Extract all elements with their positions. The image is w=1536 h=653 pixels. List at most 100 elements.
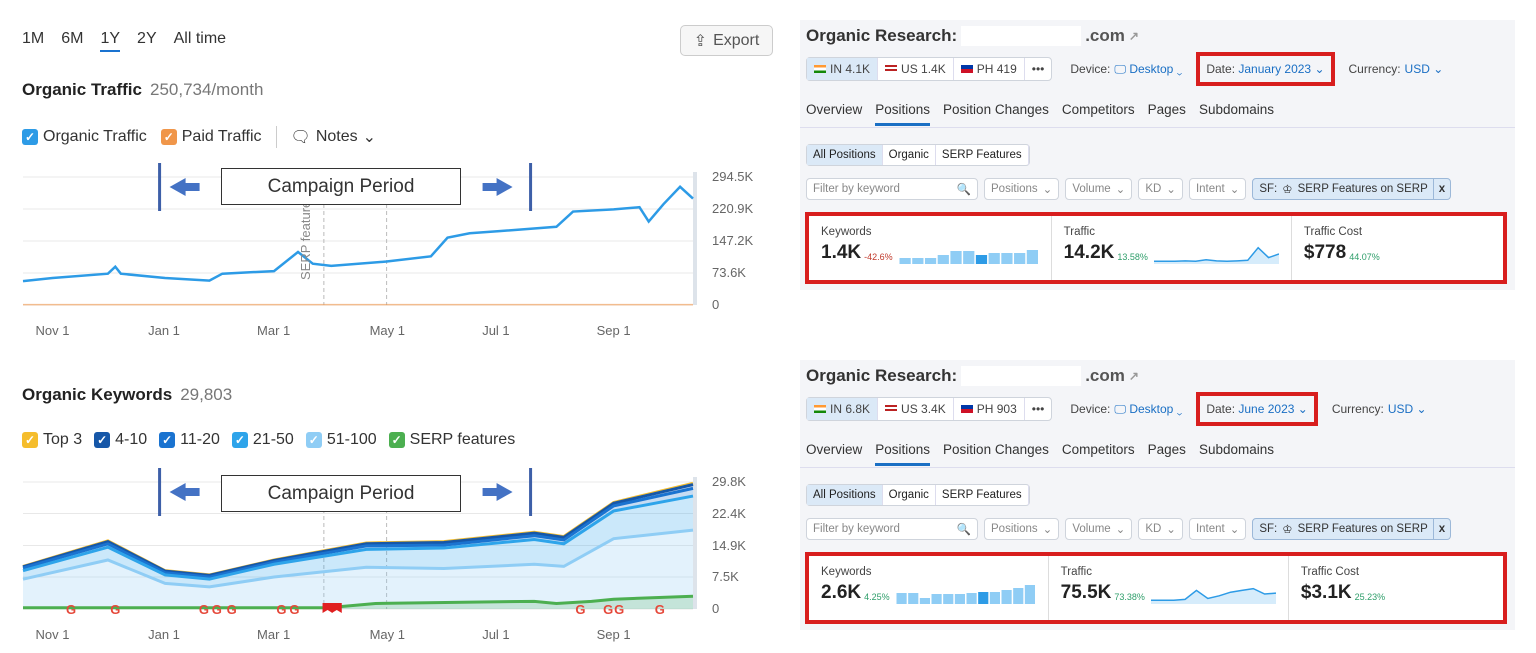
db-in[interactable]: IN 6.8K bbox=[807, 398, 879, 420]
legend-21-50[interactable]: ✓ 21-50 bbox=[231, 431, 294, 449]
area-serp-features bbox=[23, 596, 693, 609]
period-1y[interactable]: 1Y bbox=[100, 30, 121, 52]
tab-subdomains[interactable]: Subdomains bbox=[1198, 442, 1274, 457]
legend-serp-features[interactable]: ✓ SERP features bbox=[388, 431, 515, 449]
spark-bar bbox=[1026, 250, 1038, 264]
spark-bar bbox=[1013, 253, 1025, 264]
db-us[interactable]: US 1.4K bbox=[878, 58, 954, 80]
f0: Positions bbox=[991, 523, 1038, 535]
google-update-icon[interactable]: G bbox=[199, 602, 209, 617]
tab-subdomains[interactable]: Subdomains bbox=[1198, 102, 1274, 117]
date: June 2023 bbox=[1238, 402, 1295, 416]
note-flag-icon[interactable] bbox=[322, 603, 333, 613]
tab-overview[interactable]: Overview bbox=[806, 102, 863, 117]
device-dropdown[interactable]: 🖵 Desktop ⌄ bbox=[1114, 61, 1183, 76]
google-update-icon[interactable]: G bbox=[603, 602, 613, 617]
more-databases-button[interactable]: ••• bbox=[1031, 402, 1045, 416]
tab-position-changes[interactable]: Position Changes bbox=[943, 442, 1049, 457]
currency-dropdown[interactable]: USD ⌄ bbox=[1404, 62, 1444, 76]
spark-bar bbox=[919, 598, 930, 604]
device-dropdown[interactable]: 🖵 Desktop ⌄ bbox=[1114, 401, 1183, 416]
db-ph[interactable]: PH 903 bbox=[954, 398, 1025, 420]
position-tab-serp-features[interactable]: SERP Features bbox=[936, 485, 1029, 505]
notes-dropdown[interactable]: 🗨 Notes ⌄ bbox=[291, 127, 377, 147]
tab-competitors[interactable]: Competitors bbox=[1061, 442, 1135, 457]
filter-kd[interactable]: KD ⌄ bbox=[1138, 178, 1183, 200]
tab-overview[interactable]: Overview bbox=[806, 442, 863, 457]
tab-pages[interactable]: Pages bbox=[1147, 442, 1186, 457]
x-tick-label: Jan 1 bbox=[148, 323, 180, 338]
external-link-icon[interactable]: ↗ bbox=[1128, 369, 1139, 383]
spark-bar bbox=[937, 255, 949, 264]
position-tab-organic[interactable]: Organic bbox=[883, 485, 936, 505]
google-update-icon[interactable]: G bbox=[110, 602, 120, 617]
google-update-icon[interactable]: G bbox=[66, 602, 76, 617]
tab-competitors[interactable]: Competitors bbox=[1061, 102, 1135, 117]
legend-organic-traffic[interactable]: ✓ Organic Traffic bbox=[22, 128, 147, 146]
filter-volume[interactable]: Volume ⌄ bbox=[1065, 178, 1133, 200]
date-dropdown[interactable]: Date: June 2023 ⌄ bbox=[1196, 392, 1318, 426]
position-tab-all-positions[interactable]: All Positions bbox=[807, 145, 883, 165]
remove-filter-button[interactable]: x bbox=[1432, 519, 1450, 539]
date-dropdown[interactable]: Date: January 2023 ⌄ bbox=[1196, 52, 1335, 86]
more-databases-button[interactable]: ••• bbox=[1031, 62, 1045, 76]
google-update-icon[interactable]: G bbox=[575, 602, 585, 617]
tab-pages[interactable]: Pages bbox=[1147, 102, 1186, 117]
filter-positions[interactable]: Positions ⌄ bbox=[984, 518, 1060, 540]
db-in[interactable]: IN 4.1K bbox=[807, 58, 879, 80]
google-update-icon[interactable]: G bbox=[289, 602, 299, 617]
legend-paid-traffic[interactable]: ✓ Paid Traffic bbox=[160, 128, 262, 146]
legend-4-10[interactable]: ✓ 4-10 bbox=[94, 431, 147, 449]
legend-top3[interactable]: ✓ Top 3 bbox=[22, 431, 82, 449]
tab-position-changes[interactable]: Position Changes bbox=[943, 102, 1049, 117]
filter-kd[interactable]: KD ⌄ bbox=[1138, 518, 1183, 540]
position-tab-all-positions[interactable]: All Positions bbox=[807, 485, 883, 505]
period-1m[interactable]: 1M bbox=[22, 30, 45, 47]
sf-label: SF: bbox=[1259, 523, 1278, 535]
traffic-value: 250,734/month bbox=[149, 80, 264, 99]
tab-positions[interactable]: Positions bbox=[875, 102, 931, 126]
keyword-filter-input[interactable]: Filter by keyword 🔍 bbox=[806, 178, 978, 200]
google-update-icon[interactable]: G bbox=[655, 602, 665, 617]
country-database-selector: IN 6.8K US 3.4K PH 903 ••• bbox=[806, 397, 1053, 421]
google-update-icon[interactable]: G bbox=[276, 602, 286, 617]
metric-value-row: 14.2K 13.58% bbox=[1064, 242, 1279, 264]
legend-51-100[interactable]: ✓ 51-100 bbox=[305, 431, 377, 449]
db-ph[interactable]: PH 419 bbox=[954, 58, 1025, 80]
position-tab-serp-features[interactable]: SERP Features bbox=[936, 145, 1029, 165]
currency-dropdown[interactable]: USD ⌄ bbox=[1387, 402, 1427, 416]
period-all-time[interactable]: All time bbox=[173, 30, 227, 47]
serp-features-filter-chip[interactable]: SF: ♔ SERP Features on SERP x bbox=[1252, 178, 1452, 200]
db-us[interactable]: US 3.4K bbox=[878, 398, 954, 420]
filter-intent[interactable]: Intent ⌄ bbox=[1188, 518, 1247, 540]
period-6m[interactable]: 6M bbox=[61, 30, 84, 47]
spark-bar bbox=[977, 592, 989, 604]
filter-intent[interactable]: Intent ⌄ bbox=[1188, 178, 1247, 200]
google-update-icon[interactable]: G bbox=[614, 602, 624, 617]
spark-bar bbox=[924, 258, 936, 264]
filter-volume[interactable]: Volume ⌄ bbox=[1065, 518, 1133, 540]
position-type-tabs: All Positions Organic SERP Features bbox=[806, 484, 1030, 506]
serp-note-text: SERP features bbox=[298, 194, 313, 280]
legend-11-20[interactable]: ✓ 11-20 bbox=[159, 431, 220, 449]
metric-value-row: $3.1K 25.23% bbox=[1301, 582, 1491, 604]
flag-india-icon bbox=[814, 65, 826, 73]
metric-change: -42.6% bbox=[864, 252, 893, 262]
metric-traffic-cost: Traffic Cost $3.1K 25.23% bbox=[1289, 556, 1503, 620]
google-update-icon[interactable]: G bbox=[227, 602, 237, 617]
note-flag-icon[interactable] bbox=[331, 603, 342, 613]
position-tab-organic[interactable]: Organic bbox=[883, 145, 936, 165]
external-link-icon[interactable]: ↗ bbox=[1128, 29, 1139, 43]
google-update-icon[interactable]: G bbox=[212, 602, 222, 617]
serp-features-filter-chip[interactable]: SF: ♔ SERP Features on SERP x bbox=[1252, 518, 1452, 540]
export-button[interactable]: ⇪ Export bbox=[680, 25, 773, 56]
keyword-filter-input[interactable]: Filter by keyword 🔍 bbox=[806, 518, 978, 540]
filter-positions[interactable]: Positions ⌄ bbox=[984, 178, 1060, 200]
desktop-icon: 🖵 bbox=[1114, 401, 1126, 416]
period-2y[interactable]: 2Y bbox=[137, 30, 157, 47]
remove-filter-button[interactable]: x bbox=[1432, 179, 1450, 199]
tab-positions[interactable]: Positions bbox=[875, 442, 931, 466]
metric-change: 25.23% bbox=[1354, 592, 1386, 602]
flag-ph-icon bbox=[960, 65, 973, 73]
spark-bar bbox=[975, 255, 987, 264]
